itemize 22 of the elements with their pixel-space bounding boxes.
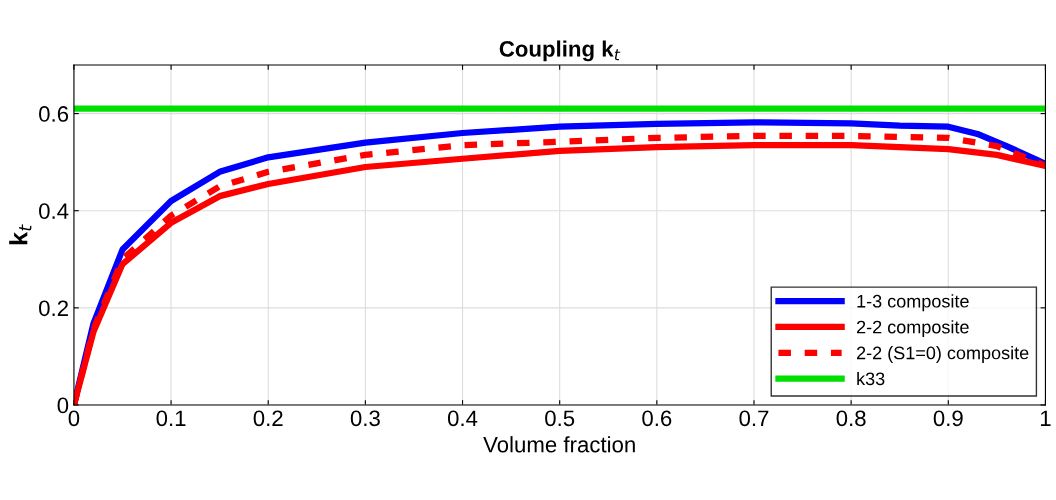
x-tick-label: 0.5 — [545, 410, 575, 427]
y-tick-label: 0.4 — [39, 203, 69, 219]
x-tick-label: 0.2 — [253, 410, 283, 427]
y-axis-title: k$_{t}$ — [9, 224, 32, 245]
x-tick-label: 0.3 — [350, 410, 380, 427]
x-tick-label: 0.1 — [156, 410, 186, 427]
legend-label: k33 — [857, 371, 885, 386]
x-tick-label: 0.8 — [836, 410, 866, 427]
y-tick-label: 0 — [57, 397, 69, 414]
legend-label: 2-2 (S1=0) composite — [856, 346, 1029, 363]
x-tick-label: 1 — [1040, 410, 1051, 426]
x-tick-label: 0.6 — [642, 410, 672, 427]
legend-label: 2-2 composite — [856, 320, 969, 338]
x-tick-label: 0.9 — [933, 410, 963, 427]
legend-label: 1-3 composite — [857, 294, 969, 312]
x-tick-label: 0 — [68, 410, 80, 427]
y-tick-label: 0.2 — [39, 300, 68, 317]
x-tick-label: 0.4 — [447, 410, 478, 427]
chart-title: Coupling k$_{t}$ — [499, 40, 621, 62]
y-tick-label: 0.6 — [39, 106, 69, 122]
x-axis-title: Volume fraction — [483, 436, 635, 453]
x-tick-label: 0.7 — [739, 410, 769, 427]
